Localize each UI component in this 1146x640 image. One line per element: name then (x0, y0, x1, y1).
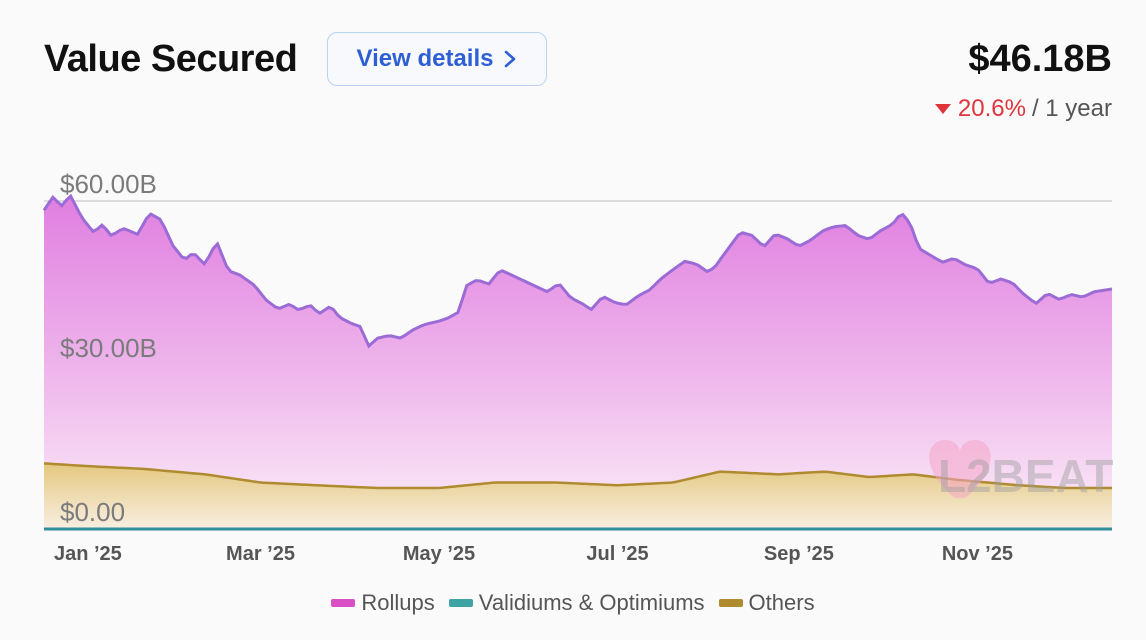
others-line (43, 462, 1112, 490)
legend-item-others[interactable]: Others (718, 590, 815, 616)
x-tick-label: Mar ’25 (226, 543, 295, 565)
y-tick-label: $60.00B (60, 169, 157, 199)
legend-label: Rollups (361, 590, 435, 615)
x-tick-label: Nov ’25 (942, 543, 1013, 565)
chart-legend: Rollups Validiums & Optimiums Others (0, 590, 1146, 616)
legend-label: Validiums & Optimiums (478, 590, 705, 615)
value-secured-chart[interactable]: L2BEAT Jan ’25 Mar ’25 May ’25 Jul ’25 Sep ’… (0, 0, 1146, 590)
total-value: $46.18B (968, 38, 1112, 80)
page-title: Value Secured (44, 38, 298, 80)
x-tick-label: May ’25 (403, 543, 475, 565)
legend-label: Others (748, 590, 815, 615)
rollups-swatch (331, 599, 356, 607)
watermark-heart-icon (929, 440, 991, 498)
change-percent: 20.6% (957, 95, 1026, 122)
others-swatch (718, 599, 743, 607)
x-tick-label: Sep ’25 (764, 543, 834, 565)
view-details-label: View details (356, 45, 494, 72)
change-period: / 1 year (1031, 95, 1112, 122)
validiums-swatch (448, 599, 473, 607)
watermark-logo: L2BEAT (938, 450, 1114, 502)
legend-item-validiums[interactable]: Validiums & Optimiums (448, 590, 705, 616)
x-tick-label: Jan ’25 (54, 543, 122, 565)
legend-item-rollups[interactable]: Rollups (331, 590, 435, 616)
rollups-area (44, 196, 1112, 529)
change-indicator: 20.6% / 1 year (934, 94, 1112, 124)
rollups-line (42, 193, 1113, 349)
view-details-button[interactable]: View details (327, 32, 547, 86)
y-tick-label: $0.00 (60, 497, 125, 527)
chevron-right-icon (505, 50, 516, 68)
others-area (44, 463, 1112, 529)
x-tick-label: Jul ’25 (586, 543, 648, 565)
caret-down-icon (934, 104, 951, 114)
y-tick-label: $30.00B (60, 333, 157, 363)
